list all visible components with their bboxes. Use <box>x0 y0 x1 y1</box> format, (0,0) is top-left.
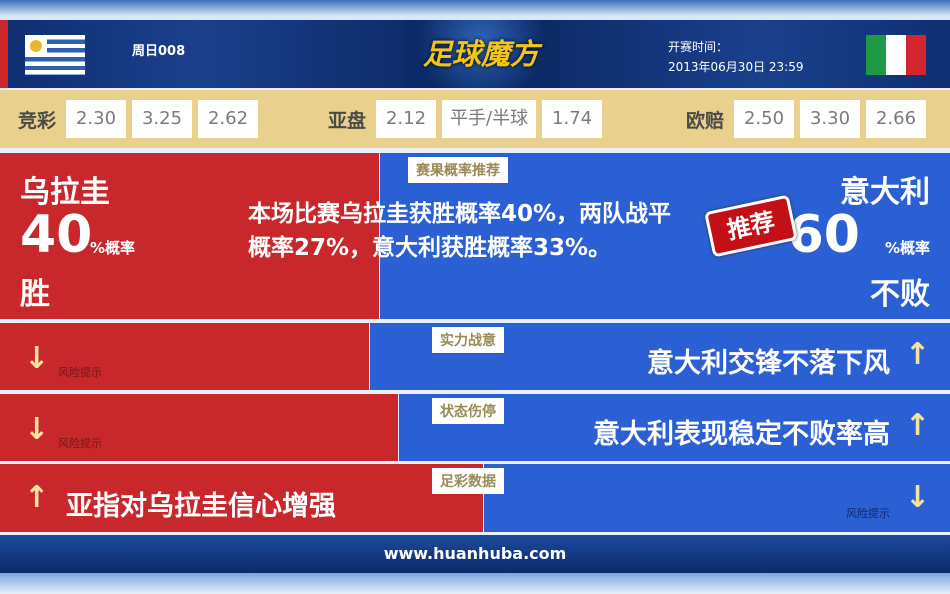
odds-value: 3.25 <box>132 100 193 138</box>
row-text: 意大利交锋不落下风 <box>647 348 890 379</box>
arrow-up-icon: ↑ <box>904 337 930 372</box>
logo: 足球魔方 <box>403 20 559 88</box>
odds-value: 平手/半球 <box>442 100 537 138</box>
risk-hint: 风险提示 <box>846 507 890 520</box>
arrow-down-icon: ↓ <box>24 412 50 447</box>
odds-value: 3.30 <box>800 100 861 138</box>
odds-value: 2.62 <box>198 100 259 138</box>
arrow-down-icon: ↓ <box>904 480 930 515</box>
home-team: 乌拉圭 <box>20 175 110 210</box>
top-strip <box>0 0 950 20</box>
away-percent: 60 <box>787 205 860 265</box>
row-text: 亚指对乌拉圭信心增强 <box>66 491 336 522</box>
section-tag: 实力战意 <box>432 327 504 353</box>
italy-flag-icon <box>866 35 926 75</box>
kickoff-time: 2013年06月30日 23:59 <box>668 60 804 74</box>
odds-yapan: 亚盘 2.12 平手/半球 1.74 <box>328 100 603 138</box>
row-text: 意大利表现稳定不败率高 <box>593 419 890 450</box>
risk-hint: 风险提示 <box>58 437 102 450</box>
prediction-panel: 乌拉圭 40 %概率 胜 意大利 60 %概率 不败 赛果概率推荐 本场比赛乌拉… <box>0 153 950 319</box>
odds-label: 竞彩 <box>18 109 57 132</box>
odds-oupei: 欧赔 2.50 3.30 2.66 <box>686 100 927 138</box>
arrow-down-icon: ↓ <box>24 341 50 376</box>
odds-label: 欧赔 <box>686 109 725 132</box>
home-panel: 乌拉圭 40 %概率 胜 <box>0 153 379 319</box>
section-tag: 状态伤停 <box>432 398 504 424</box>
odds-value: 2.30 <box>66 100 127 138</box>
uruguay-flag-icon <box>25 35 85 75</box>
section-tag: 赛果概率推荐 <box>408 157 508 183</box>
odds-label: 亚盘 <box>328 109 367 132</box>
odds-value: 2.12 <box>376 100 437 138</box>
arrow-up-icon: ↑ <box>24 480 50 515</box>
arrow-up-icon: ↑ <box>904 408 930 443</box>
strength-row: ↓ 风险提示 实力战意 意大利交锋不落下风 ↑ <box>0 323 950 390</box>
prediction-summary: 本场比赛乌拉圭获胜概率40%，两队战平概率27%，意大利获胜概率33%。 <box>248 201 672 261</box>
odds-value: 2.66 <box>866 100 927 138</box>
odds-value: 2.50 <box>734 100 795 138</box>
kickoff-label: 开赛时间： <box>668 40 729 54</box>
home-result: 胜 <box>20 277 50 312</box>
away-unit: %概率 <box>884 239 930 257</box>
section-tag: 足彩数据 <box>432 468 504 494</box>
form-row: ↓ 风险提示 状态伤停 意大利表现稳定不败率高 ↑ <box>0 394 950 461</box>
odds-jingcai: 竞彩 2.30 3.25 2.62 <box>18 100 259 138</box>
odds-bar: 竞彩 2.30 3.25 2.62 亚盘 2.12 平手/半球 1.74 欧赔 … <box>0 90 950 148</box>
odds-value: 1.74 <box>542 100 603 138</box>
home-percent: 40 <box>20 205 93 265</box>
footer-url[interactable]: www.huanhuba.com <box>0 535 950 573</box>
bottom-strip <box>0 573 950 594</box>
away-team: 意大利 <box>840 175 930 210</box>
match-number: 周日008 <box>132 44 186 59</box>
away-result: 不败 <box>870 277 930 312</box>
match-header: 周日008 足球魔方 开赛时间： 2013年06月30日 23:59 <box>0 20 950 88</box>
risk-hint: 风险提示 <box>58 366 102 379</box>
lottery-data-row: ↑ 亚指对乌拉圭信心增强 足彩数据 风险提示 ↓ <box>0 464 950 532</box>
home-unit: %概率 <box>90 239 136 257</box>
